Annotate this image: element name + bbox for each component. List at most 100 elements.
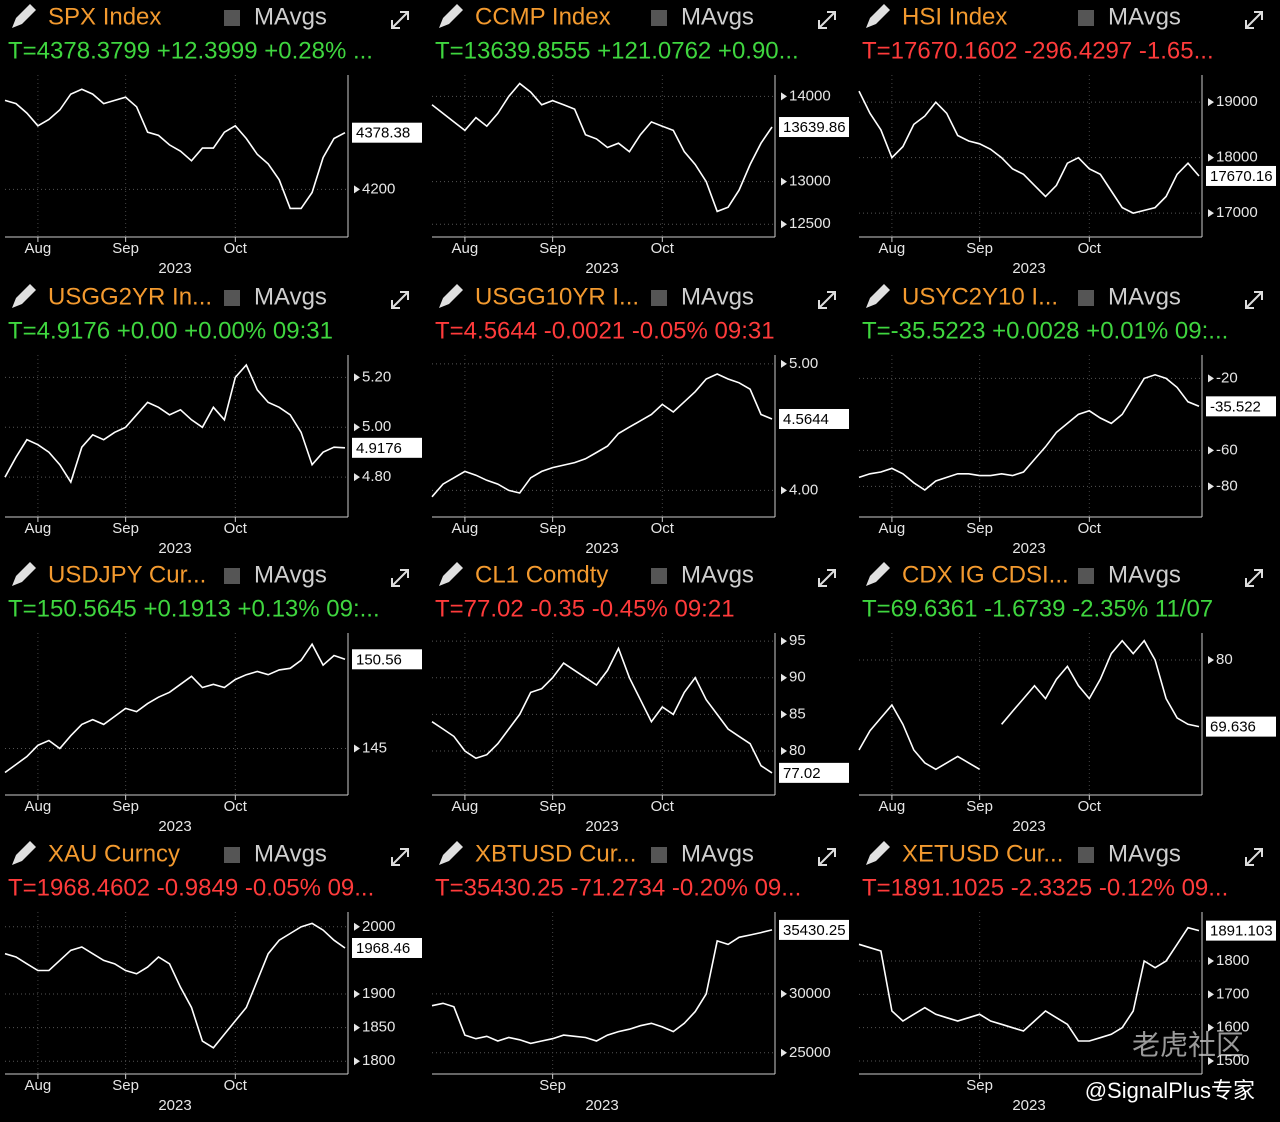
expand-icon[interactable]: [818, 848, 836, 866]
legend-label: MAvgs: [1108, 840, 1181, 867]
x-axis-title: 2023: [585, 818, 618, 835]
legend-label: MAvgs: [1108, 283, 1181, 310]
x-axis-title: 2023: [158, 540, 191, 557]
x-tick-label: Sep: [112, 798, 139, 815]
edit-icon: [12, 4, 36, 28]
legend-swatch[interactable]: [651, 10, 667, 26]
last-value-label: 1891.103: [1210, 923, 1273, 940]
chart-panel: USGG10YR I... MAvgs T=4.5644 -0.0021 -0.05…: [431, 283, 849, 557]
y-tick-mark: [1208, 446, 1214, 455]
expand-icon[interactable]: [1245, 848, 1263, 866]
expand-icon[interactable]: [391, 569, 409, 587]
last-value-box: [1206, 716, 1276, 737]
chart-subtitle: T=4.9176 +0.00 +0.00% 09:31: [8, 317, 333, 344]
y-tick-mark: [354, 185, 360, 194]
chart-subtitle: T=150.5645 +0.1913 +0.13% 09:...: [8, 595, 380, 622]
chart-title: CCMP Index: [475, 3, 611, 30]
edit-icon: [866, 284, 890, 308]
last-value-label: 35430.25: [783, 922, 846, 939]
y-tick-label: 5.00: [362, 418, 391, 435]
y-tick-label: 18000: [1216, 149, 1258, 166]
edit-icon: [439, 284, 463, 308]
y-tick-label: 5.20: [362, 368, 391, 385]
y-tick-mark: [781, 92, 787, 101]
price-line: [4, 363, 346, 484]
x-tick-label: Oct: [224, 1077, 248, 1094]
y-tick-label: 13000: [789, 173, 831, 190]
x-tick-label: Aug: [452, 798, 479, 815]
legend-swatch[interactable]: [1078, 10, 1094, 26]
chart-subtitle: T=4.5644 -0.0021 -0.05% 09:31: [435, 317, 775, 344]
legend-swatch[interactable]: [1078, 568, 1094, 584]
expand-icon[interactable]: [391, 291, 409, 309]
legend-label: MAvgs: [254, 561, 327, 588]
chart-panel: XBTUSD Cur... MAvgs T=35430.25 -71.2734 -0…: [431, 840, 849, 1114]
y-tick-label: 12500: [789, 215, 831, 232]
legend-swatch[interactable]: [224, 290, 240, 306]
x-tick-label: Sep: [966, 240, 993, 257]
legend-swatch[interactable]: [224, 847, 240, 863]
expand-icon[interactable]: [1245, 291, 1263, 309]
last-value-label: 17670.16: [1210, 168, 1273, 185]
x-tick-label: Oct: [651, 240, 675, 257]
legend-label: MAvgs: [681, 283, 754, 310]
legend-swatch[interactable]: [651, 290, 667, 306]
x-tick-label: Aug: [25, 1077, 52, 1094]
chart-panel: SPX Index MAvgs T=4378.3799 +12.3999 +0.28…: [4, 3, 422, 277]
expand-icon[interactable]: [391, 11, 409, 29]
y-tick-label: 4.80: [362, 468, 391, 485]
y-tick-mark: [781, 747, 787, 756]
chart-panel: USGG2YR In... MAvgs T=4.9176 +0.00 +0.00% …: [4, 283, 422, 557]
chart-title: CDX IG CDSI...: [902, 561, 1069, 588]
y-tick-label: 25000: [789, 1044, 831, 1061]
x-axis-title: 2023: [585, 540, 618, 557]
chart-subtitle: T=35430.25 -71.2734 -0.20% 09...: [435, 874, 801, 901]
chart-title: XAU Curncy: [48, 840, 180, 867]
y-tick-label: -20: [1216, 369, 1238, 386]
legend-label: MAvgs: [681, 561, 754, 588]
legend-swatch[interactable]: [224, 10, 240, 26]
legend-swatch[interactable]: [224, 568, 240, 584]
y-tick-mark: [354, 922, 360, 931]
chart-panel: HSI Index MAvgs T=17670.1602 -296.4297 -1.…: [858, 3, 1276, 277]
legend-swatch[interactable]: [1078, 847, 1094, 863]
legend-label: MAvgs: [681, 840, 754, 867]
x-tick-label: Oct: [224, 240, 248, 257]
y-tick-mark: [1208, 1023, 1214, 1032]
price-line: [858, 90, 1200, 214]
y-tick-mark: [354, 423, 360, 432]
legend-swatch[interactable]: [1078, 290, 1094, 306]
x-axis-title: 2023: [158, 818, 191, 835]
expand-icon[interactable]: [391, 848, 409, 866]
y-tick-label: 19000: [1216, 93, 1258, 110]
last-value-label: 1968.46: [356, 940, 410, 957]
last-value-label: -35.522: [1210, 398, 1261, 415]
expand-icon[interactable]: [818, 291, 836, 309]
chart-panel: USDJPY Cur... MAvgs T=150.5645 +0.1913 +0.…: [4, 561, 422, 835]
y-tick-label: 30000: [789, 985, 831, 1002]
x-axis-title: 2023: [1012, 540, 1045, 557]
x-tick-label: Aug: [25, 240, 52, 257]
legend-label: MAvgs: [1108, 3, 1181, 30]
legend-swatch[interactable]: [651, 568, 667, 584]
edit-icon: [12, 841, 36, 865]
chart-title: CL1 Comdty: [475, 561, 608, 588]
expand-icon[interactable]: [1245, 569, 1263, 587]
x-tick-label: Aug: [452, 520, 479, 537]
y-tick-label: 85: [789, 705, 806, 722]
legend-label: MAvgs: [1108, 561, 1181, 588]
x-tick-label: Oct: [224, 798, 248, 815]
y-tick-label: 80: [1216, 651, 1233, 668]
expand-icon[interactable]: [1245, 11, 1263, 29]
legend-swatch[interactable]: [651, 847, 667, 863]
y-tick-label: 1600: [1216, 1019, 1249, 1036]
expand-icon[interactable]: [818, 569, 836, 587]
last-value-label: 4.9176: [356, 440, 402, 457]
y-tick-mark: [781, 637, 787, 646]
x-tick-label: Sep: [112, 520, 139, 537]
y-tick-mark: [781, 673, 787, 682]
y-tick-label: 1800: [1216, 952, 1249, 969]
expand-icon[interactable]: [818, 11, 836, 29]
price-line: [4, 642, 346, 774]
author-credit: @SignalPlus专家: [1085, 1078, 1255, 1103]
